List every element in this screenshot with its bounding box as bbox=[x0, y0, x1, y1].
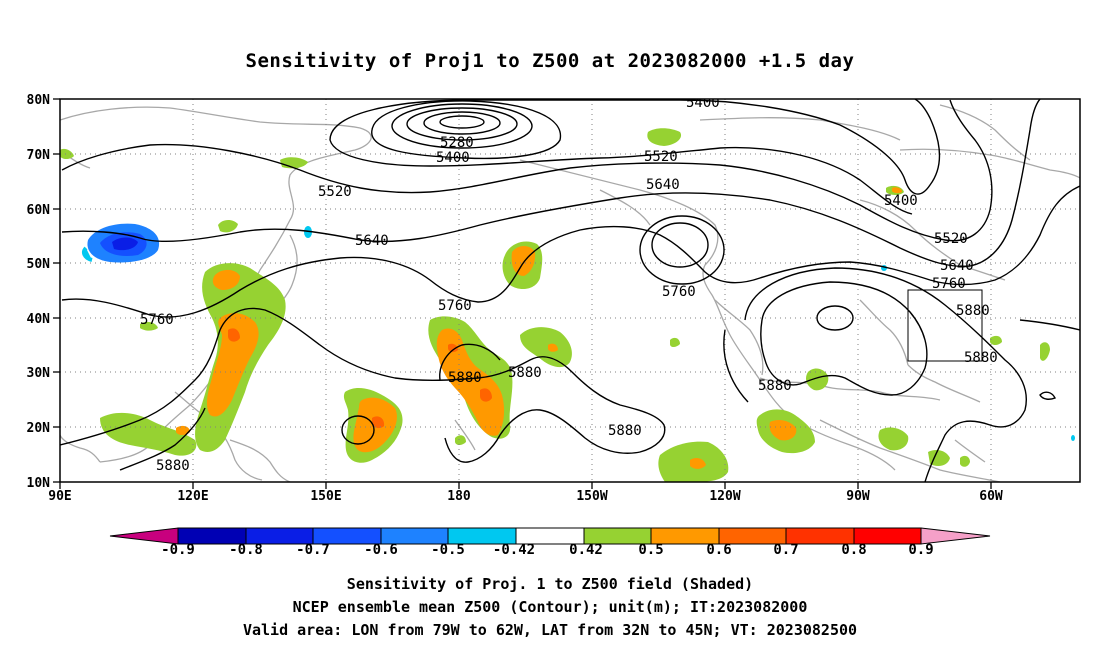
tick-marks bbox=[53, 98, 992, 489]
contour-label: 5760 bbox=[140, 312, 174, 328]
colorbar-label: 0.9 bbox=[908, 542, 934, 558]
lon-label: 120W bbox=[709, 489, 740, 504]
lat-label: 20N bbox=[27, 421, 51, 436]
lon-label: 90W bbox=[846, 489, 870, 504]
lat-label: 60N bbox=[27, 203, 51, 218]
contour-label: 5880 bbox=[508, 365, 542, 381]
contour-label: 5880 bbox=[964, 350, 998, 366]
contour-label: 5400 bbox=[686, 95, 720, 111]
caption-valid-area: Valid area: LON from 79W to 62W, LAT fro… bbox=[242, 621, 858, 639]
colorbar-label: 0.7 bbox=[773, 542, 799, 558]
colorbar bbox=[109, 527, 991, 545]
map-frame bbox=[59, 98, 1081, 483]
colorbar-label: -0.42 bbox=[492, 542, 536, 558]
lat-label: 70N bbox=[27, 148, 51, 163]
gridlines bbox=[60, 99, 1080, 482]
lon-label: 150E bbox=[310, 489, 341, 504]
contour-label: 5400 bbox=[436, 150, 470, 166]
colorbar-high-arrow bbox=[920, 527, 991, 545]
lon-label: 120E bbox=[177, 489, 208, 504]
contour-label: 5880 bbox=[156, 458, 190, 474]
colorbar-labels: -0.9 -0.8 -0.7 -0.6 -0.5 -0.42 0.42 0.5 … bbox=[0, 542, 1100, 562]
lon-label: 60W bbox=[979, 489, 1003, 504]
contour-label: 5880 bbox=[956, 303, 990, 319]
lat-label: 10N bbox=[27, 476, 51, 491]
contour-label: 5400 bbox=[884, 193, 918, 209]
lat-label: 40N bbox=[27, 312, 51, 327]
contour-label: 5640 bbox=[940, 258, 974, 274]
lon-labels: 90E 120E 150E 180 150W 120W 90W 60W bbox=[48, 489, 1003, 504]
contour-label: 5760 bbox=[932, 276, 966, 292]
lon-label: 90E bbox=[48, 489, 71, 504]
caption-contour: NCEP ensemble mean Z500 (Contour); unit(… bbox=[292, 598, 808, 616]
lon-label: 180 bbox=[447, 489, 471, 504]
contour-label: 5880 bbox=[758, 378, 792, 394]
contour-labels: 5400 5280 5400 5520 5640 5520 5640 5760 … bbox=[140, 95, 998, 474]
lat-label: 80N bbox=[27, 93, 51, 108]
contour-label: 5520 bbox=[644, 149, 678, 165]
lat-labels: 80N 70N 60N 50N 40N 30N 20N 10N bbox=[27, 93, 51, 491]
lat-label: 30N bbox=[27, 366, 51, 381]
colorbar-label: -0.6 bbox=[364, 542, 398, 558]
colorbar-label: -0.8 bbox=[229, 542, 263, 558]
colorbar-label: 0.6 bbox=[706, 542, 732, 558]
caption-block: Sensitivity of Proj. 1 to Z500 field (Sh… bbox=[0, 573, 1100, 642]
caption-shaded: Sensitivity of Proj. 1 to Z500 field (Sh… bbox=[346, 575, 754, 593]
lat-label: 50N bbox=[27, 257, 51, 272]
contour-label: 5760 bbox=[438, 298, 472, 314]
lon-label: 150W bbox=[576, 489, 607, 504]
contour-label: 5640 bbox=[355, 233, 389, 249]
contour-label: 5880 bbox=[608, 423, 642, 439]
contour-label: 5280 bbox=[440, 135, 474, 151]
valid-area-box bbox=[907, 289, 983, 362]
contour-label: 5760 bbox=[662, 284, 696, 300]
contour-label: 5520 bbox=[318, 184, 352, 200]
contour-label: 5880 bbox=[448, 370, 482, 386]
colorbar-label: 0.42 bbox=[569, 542, 603, 558]
contour-label: 5640 bbox=[646, 177, 680, 193]
colorbar-label: 0.5 bbox=[638, 542, 664, 558]
map-title: Sensitivity of Proj1 to Z500 at 20230820… bbox=[245, 50, 855, 72]
contour-label: 5520 bbox=[934, 231, 968, 247]
z500-contours bbox=[60, 99, 1080, 482]
colorbar-label: -0.9 bbox=[161, 542, 195, 558]
colorbar-label: -0.7 bbox=[296, 542, 330, 558]
colorbar-label: 0.8 bbox=[841, 542, 867, 558]
colorbar-label: -0.5 bbox=[431, 542, 465, 558]
